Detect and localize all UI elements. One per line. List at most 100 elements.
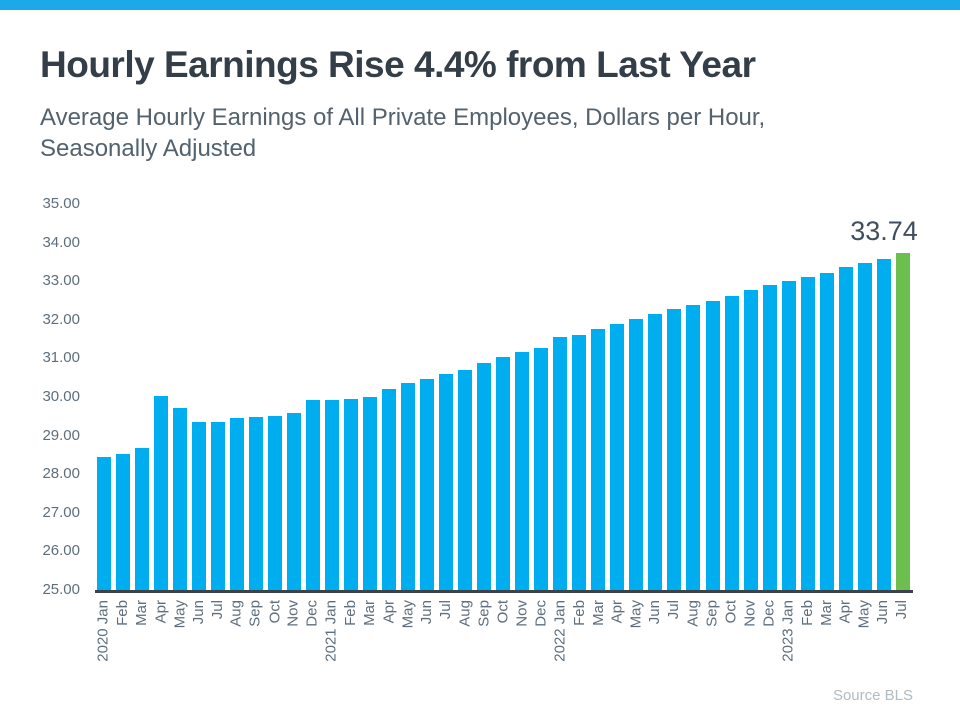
- y-axis-tick-label: 30.00: [42, 388, 80, 405]
- x-axis-tick-label: Jul: [209, 600, 227, 620]
- bar: [762, 285, 777, 590]
- source-label: Source BLS: [832, 687, 913, 704]
- bar: [876, 258, 891, 590]
- value-label: 33.74: [850, 216, 918, 246]
- bar-column: Feb: [799, 204, 816, 626]
- bar-column: Jun: [418, 204, 435, 624]
- bar-column: Nov: [513, 204, 530, 627]
- bar: [97, 457, 111, 590]
- x-axis-tick-label: Sep: [475, 600, 493, 627]
- bar: [268, 415, 283, 590]
- bar: [705, 301, 720, 590]
- y-axis-tick-label: 26.00: [42, 542, 80, 560]
- bar: [648, 314, 663, 590]
- bar: [591, 328, 606, 590]
- bar-column: Dec: [761, 204, 778, 627]
- x-axis-tick-label: Jun: [190, 600, 208, 625]
- x-axis-tick-label: Jun: [418, 600, 436, 625]
- bar-column: Apr: [837, 204, 854, 623]
- y-axis-tick-label: 32.00: [42, 310, 80, 328]
- bar-column: Jul: [894, 204, 911, 619]
- bar-column: Feb: [342, 204, 359, 626]
- x-axis-tick-label: Oct: [722, 600, 740, 624]
- bar: [420, 378, 435, 590]
- bar-column: 2022 Jan: [551, 204, 568, 662]
- bar-column: Apr: [608, 204, 625, 623]
- bar-column: Sep: [704, 204, 721, 627]
- y-axis-tick-label: 28.00: [42, 465, 80, 483]
- x-axis-tick-label: Oct: [494, 600, 512, 624]
- bar-column: Sep: [475, 204, 492, 627]
- x-axis-tick-label: Oct: [266, 600, 284, 624]
- bar: [838, 267, 853, 590]
- x-axis-tick-label: Apr: [380, 600, 398, 624]
- x-axis-tick-label: 2023 Jan: [779, 600, 797, 662]
- x-axis-line: [95, 590, 913, 593]
- bar-column: Jun: [646, 204, 663, 624]
- bar-column: Apr: [152, 204, 169, 623]
- chart-subtitle: Average Hourly Earnings of All Private E…: [40, 104, 766, 162]
- x-axis-tick-label: Nov: [285, 600, 303, 627]
- x-axis-tick-label: Dec: [532, 600, 550, 627]
- x-axis-tick-label: Feb: [114, 600, 132, 626]
- bar: [515, 351, 530, 590]
- bar-column: 2021 Jan: [323, 204, 340, 662]
- bar: [135, 447, 150, 590]
- bar: [496, 356, 511, 590]
- bar-column: Aug: [684, 204, 701, 627]
- x-axis-tick-label: Feb: [570, 600, 588, 626]
- y-axis-tick-label: 35.00: [42, 195, 80, 212]
- x-axis-tick-label: Feb: [798, 600, 816, 626]
- y-axis-tick-label: 31.00: [42, 349, 80, 367]
- y-axis-tick-label: 34.00: [42, 233, 80, 251]
- x-axis-tick-label: 2021 Jan: [323, 600, 341, 662]
- bar: [154, 395, 169, 590]
- x-axis-tick-label: Feb: [342, 600, 360, 626]
- bar: [192, 422, 207, 590]
- bar: [249, 416, 264, 590]
- bar: [572, 335, 587, 590]
- bar: [116, 454, 131, 590]
- x-axis-tick-label: May: [399, 600, 417, 629]
- x-axis-tick-label: Dec: [760, 600, 778, 627]
- bar-column: May: [856, 204, 873, 628]
- bar-column: Mar: [133, 204, 150, 626]
- bar: [477, 363, 492, 590]
- bar-column: Sep: [247, 204, 264, 627]
- bar: [629, 319, 644, 590]
- header-accent-bar: [0, 0, 960, 10]
- x-axis-tick-label: Mar: [361, 600, 379, 626]
- bar-column: Mar: [818, 204, 835, 626]
- bar: [781, 280, 796, 590]
- bar-column: Mar: [361, 204, 378, 626]
- bar: [173, 407, 188, 590]
- bar: [230, 417, 245, 590]
- bar-column: Feb: [114, 204, 131, 626]
- bar-column: May: [627, 204, 644, 628]
- x-axis-tick-label: Mar: [589, 600, 607, 626]
- bar: [363, 397, 378, 590]
- y-axis-tick-label: 27.00: [42, 503, 80, 521]
- x-axis-tick-label: Jul: [665, 600, 683, 620]
- x-axis-tick-label: Nov: [513, 600, 531, 627]
- y-axis-tick-label: 29.00: [42, 426, 80, 444]
- bar-column: Feb: [570, 204, 587, 626]
- x-axis-tick-label: Apr: [608, 600, 626, 624]
- bar-column: 2020 Jan: [95, 204, 112, 662]
- x-axis-tick-label: Mar: [817, 600, 835, 626]
- bar-column: Aug: [456, 204, 473, 627]
- bar-column: May: [399, 204, 416, 628]
- bar-column: Oct: [723, 204, 740, 623]
- x-axis-tick-label: Jul: [893, 600, 911, 620]
- x-axis-tick-label: Nov: [741, 600, 759, 627]
- bar-column: Mar: [589, 204, 606, 626]
- bar-column: Nov: [742, 204, 759, 627]
- x-axis-tick-label: May: [171, 600, 189, 629]
- page-title: Hourly Earnings Rise 4.4% from Last Year: [40, 44, 756, 85]
- x-axis-tick-label: 2020 Jan: [95, 600, 112, 662]
- bar: [534, 347, 549, 590]
- bar: [686, 305, 701, 590]
- x-axis-tick-label: Apr: [152, 600, 170, 624]
- bar-column: Oct: [266, 204, 283, 623]
- bar: [857, 263, 872, 590]
